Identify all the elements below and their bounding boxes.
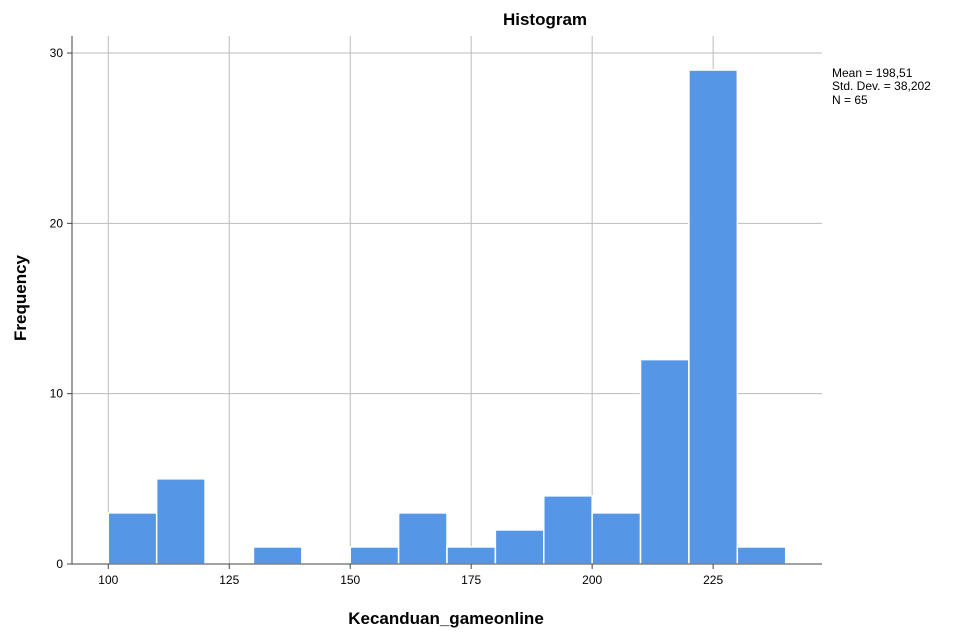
x-tick-label: 100 <box>98 573 118 587</box>
y-tick-labels: 0 10 20 30 <box>50 46 64 571</box>
histogram-bar <box>349 546 400 565</box>
y-tick-label: 20 <box>50 216 64 230</box>
x-tick-label: 200 <box>582 573 602 587</box>
histogram-bar <box>397 512 448 565</box>
histogram-bar <box>543 495 593 565</box>
histogram-bar <box>252 546 303 565</box>
histogram-bar <box>446 546 497 565</box>
x-tick-label: 225 <box>703 573 723 587</box>
histogram-bar <box>494 529 545 565</box>
histogram-bar <box>688 69 739 565</box>
x-axis-title: Kecanduan_gameonline <box>348 609 544 628</box>
stats-std-dev: Std. Dev. = 38,202 <box>832 79 931 93</box>
histogram-bar <box>107 512 158 565</box>
histogram-bar <box>155 478 206 565</box>
x-tick-label: 125 <box>219 573 239 587</box>
stats-box: Mean = 198,51 Std. Dev. = 38,202 N = 65 <box>832 66 931 107</box>
stats-mean: Mean = 198,51 <box>832 66 913 80</box>
y-tick-label: 30 <box>50 46 64 60</box>
histogram-bar <box>639 358 690 565</box>
x-tick-label: 175 <box>461 573 481 587</box>
axes-layer <box>67 36 822 569</box>
histogram-bar <box>736 546 787 565</box>
x-tick-labels: 100 125 150 175 200 225 <box>98 573 723 587</box>
y-tick-label: 10 <box>50 387 64 401</box>
x-tick-label: 150 <box>340 573 360 587</box>
histogram-bar <box>591 512 642 565</box>
y-axis-title: Frequency <box>11 254 30 341</box>
stats-n: N = 65 <box>832 93 868 107</box>
chart-title: Histogram <box>503 10 587 29</box>
y-tick-label: 0 <box>56 557 63 571</box>
bars-layer <box>107 69 787 565</box>
